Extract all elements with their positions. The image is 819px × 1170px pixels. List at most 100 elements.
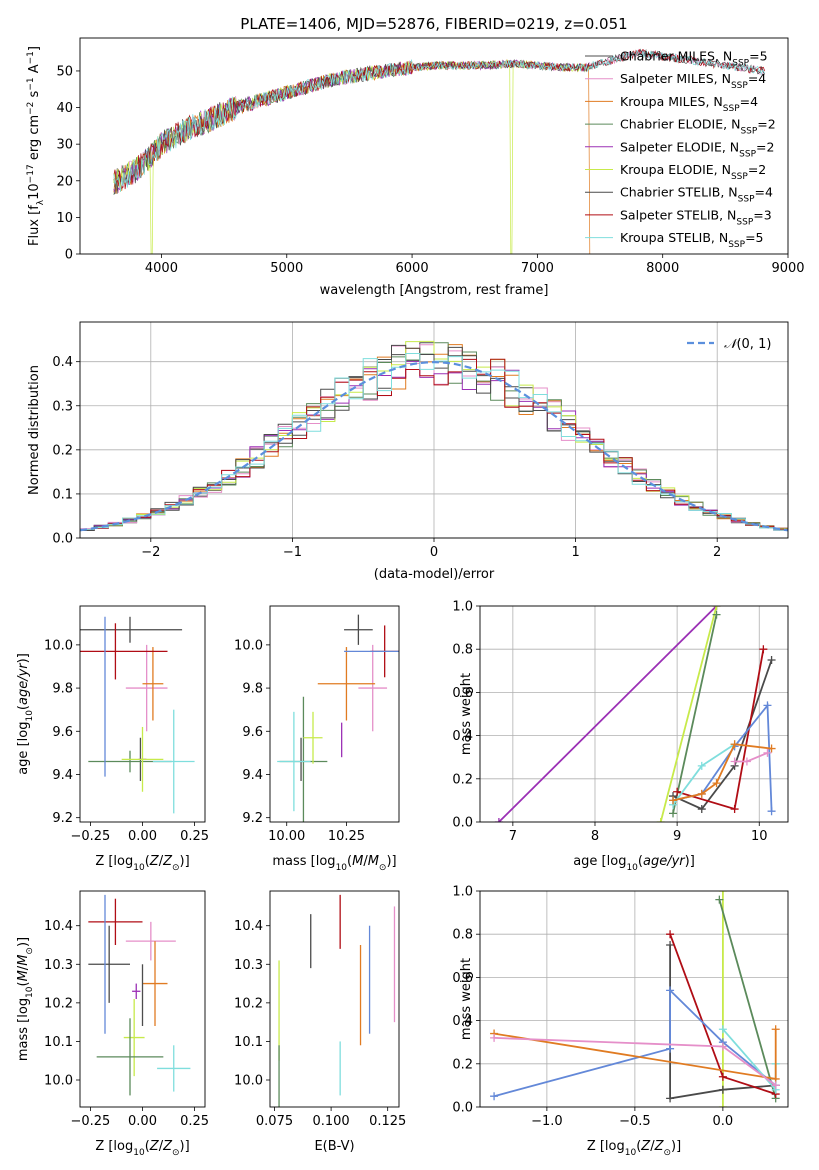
- weight-marker: [763, 701, 772, 710]
- weight-marker: [669, 809, 678, 818]
- y-tick-label: 10.0: [234, 638, 263, 653]
- y-tick-label: 0.3: [52, 399, 73, 414]
- weight-marker: [697, 761, 706, 770]
- y-tick-label: 0.2: [452, 1057, 473, 1072]
- y-tick-label: 9.6: [242, 725, 263, 740]
- y-axis-label: Normed distribution: [27, 365, 42, 495]
- axes-frame: [269, 605, 400, 823]
- weight-series: [672, 614, 718, 814]
- x-axis-label: Z [log10(Z/Z⊙)]: [587, 1139, 681, 1158]
- weight-marker: [730, 805, 739, 814]
- x-axis-label: mass [log10(M/M⊙)]: [272, 854, 396, 873]
- y-tick-label: 0.6: [452, 686, 473, 701]
- legend-label: Chabrier MILES, NSSP=5: [620, 49, 768, 69]
- y-tick-label: 10.0: [234, 1074, 263, 1089]
- x-tick-label: 10.00: [268, 829, 305, 844]
- y-tick-label: 9.2: [242, 811, 263, 826]
- x-tick-label: 9: [673, 829, 681, 844]
- weight-marker: [666, 1094, 675, 1103]
- y-axis-label: age [log10(age/yr)]: [16, 653, 35, 775]
- weight-marker: [490, 1033, 499, 1042]
- x-tick-label: −0.25: [70, 829, 110, 844]
- x-tick-label: 8: [591, 829, 599, 844]
- y-tick-label: 30: [56, 138, 73, 153]
- y-tick-label: 10.2: [234, 996, 263, 1011]
- x-axis-label: E(B-V): [314, 1139, 354, 1154]
- weight-marker: [666, 986, 675, 995]
- weight-marker: [771, 1081, 780, 1090]
- axes-frame: [479, 605, 789, 823]
- y-axis-label: mass weight: [459, 958, 474, 1040]
- y-tick-label: 10.3: [234, 958, 263, 973]
- plot-area: [494, 606, 776, 822]
- histogram-series: [80, 344, 788, 531]
- weight-marker: [712, 779, 721, 788]
- weight-marker: [718, 1072, 727, 1081]
- y-tick-label: 10.3: [44, 958, 73, 973]
- y-tick-label: 0.0: [452, 1101, 473, 1116]
- weight-marker: [697, 805, 706, 814]
- x-tick-label: −0.25: [70, 1114, 110, 1129]
- plot-area: [490, 891, 780, 1107]
- x-tick-label: 0.00: [128, 829, 157, 844]
- x-tick-label: 0.25: [180, 829, 209, 844]
- weight-marker: [742, 757, 751, 766]
- y-tick-label: 50: [56, 64, 73, 79]
- legend-label: Kroupa ELODIE, NSSP=2: [620, 162, 766, 182]
- spectrum-series: [113, 59, 591, 254]
- y-tick-label: 10.0: [44, 638, 73, 653]
- legend-label: Chabrier ELODIE, NSSP=2: [620, 117, 776, 137]
- chart-age_vs_Z: −0.25 0.00 0.25 9.2 9.4 9.6 9.8 10.0 Z [log10(Z/…: [16, 605, 209, 873]
- plot-area: [88, 894, 191, 1096]
- y-tick-label: 0.8: [452, 928, 473, 943]
- weight-marker: [673, 787, 682, 796]
- y-tick-label: 10.1: [44, 1035, 73, 1050]
- x-tick-label: 7: [509, 829, 517, 844]
- chart-spectrum: 4000 5000 6000 7000 8000 9000 0 10 20 30 40 50 wavel…: [26, 37, 805, 298]
- x-tick-label: 0.00: [128, 1114, 157, 1129]
- x-tick-label: 4000: [145, 261, 178, 276]
- x-tick-label: 6000: [396, 261, 429, 276]
- y-tick-label: 0.0: [452, 816, 473, 831]
- y-tick-label: 0.8: [452, 643, 473, 658]
- y-tick-label: 0.0: [52, 532, 73, 547]
- y-axis-label: Flux [fλ10−17 erg cm−2 s−1 A−1]: [26, 46, 46, 246]
- plot-area: [278, 894, 396, 1107]
- y-tick-label: 0.1: [52, 487, 73, 502]
- weight-marker: [771, 1025, 780, 1034]
- x-tick-label: 0.0: [713, 1114, 734, 1129]
- weight-marker: [494, 818, 503, 822]
- chart-residuals: −2 −1 0 1 2 0.0 0.1 0.2 0.3 0.4 (data-model)/error…: [27, 321, 789, 582]
- weight-series: [672, 659, 773, 811]
- x-tick-label: −1: [283, 545, 302, 560]
- plot-area: [80, 340, 788, 532]
- chart-mass_vs_Z: −0.25 0.00 0.25 10.0 10.1 10.2 10.3 10.4 Z [log1…: [16, 890, 209, 1158]
- x-tick-label: 0.100: [312, 1114, 349, 1129]
- x-tick-label: 0.25: [180, 1114, 209, 1129]
- y-tick-label: 9.8: [52, 682, 73, 697]
- y-tick-label: 9.2: [52, 811, 73, 826]
- axes-frame: [79, 605, 206, 823]
- y-tick-label: 20: [56, 174, 73, 189]
- legend-label: Salpeter MILES, NSSP=4: [620, 71, 766, 91]
- weight-marker: [656, 818, 665, 822]
- axes-frame: [79, 890, 206, 1108]
- weight-marker: [718, 1085, 727, 1094]
- legend-label: 𝒩(0, 1): [724, 337, 771, 352]
- weight-marker: [669, 796, 678, 805]
- x-tick-label: 0.125: [369, 1114, 406, 1129]
- weight-marker: [718, 1103, 727, 1107]
- chart-weight_vs_Z: −1.0 −0.5 0.0 0.0 0.2 0.4 0.6 0.8 1.0 Z [log10(Z/…: [452, 885, 789, 1158]
- x-tick-label: 1: [571, 545, 579, 560]
- y-tick-label: 10.1: [234, 1035, 263, 1050]
- chart-weight_vs_age: 7 8 9 10 0.0 0.2 0.4 0.6 0.8 1.0 age [log10(age/yr…: [452, 600, 789, 873]
- chart-mass_vs_ebv: 0.075 0.100 0.125 10.0 10.1 10.2 10.3 10.4 E(B-V…: [234, 890, 406, 1154]
- weight-marker: [490, 1092, 499, 1101]
- x-tick-label: −2: [141, 545, 160, 560]
- x-tick-label: 10.25: [328, 829, 365, 844]
- y-tick-label: 0.2: [452, 772, 473, 787]
- x-axis-label: Z [log10(Z/Z⊙)]: [95, 1139, 189, 1158]
- weight-series: [498, 606, 718, 822]
- y-axis-label: mass weight: [459, 673, 474, 755]
